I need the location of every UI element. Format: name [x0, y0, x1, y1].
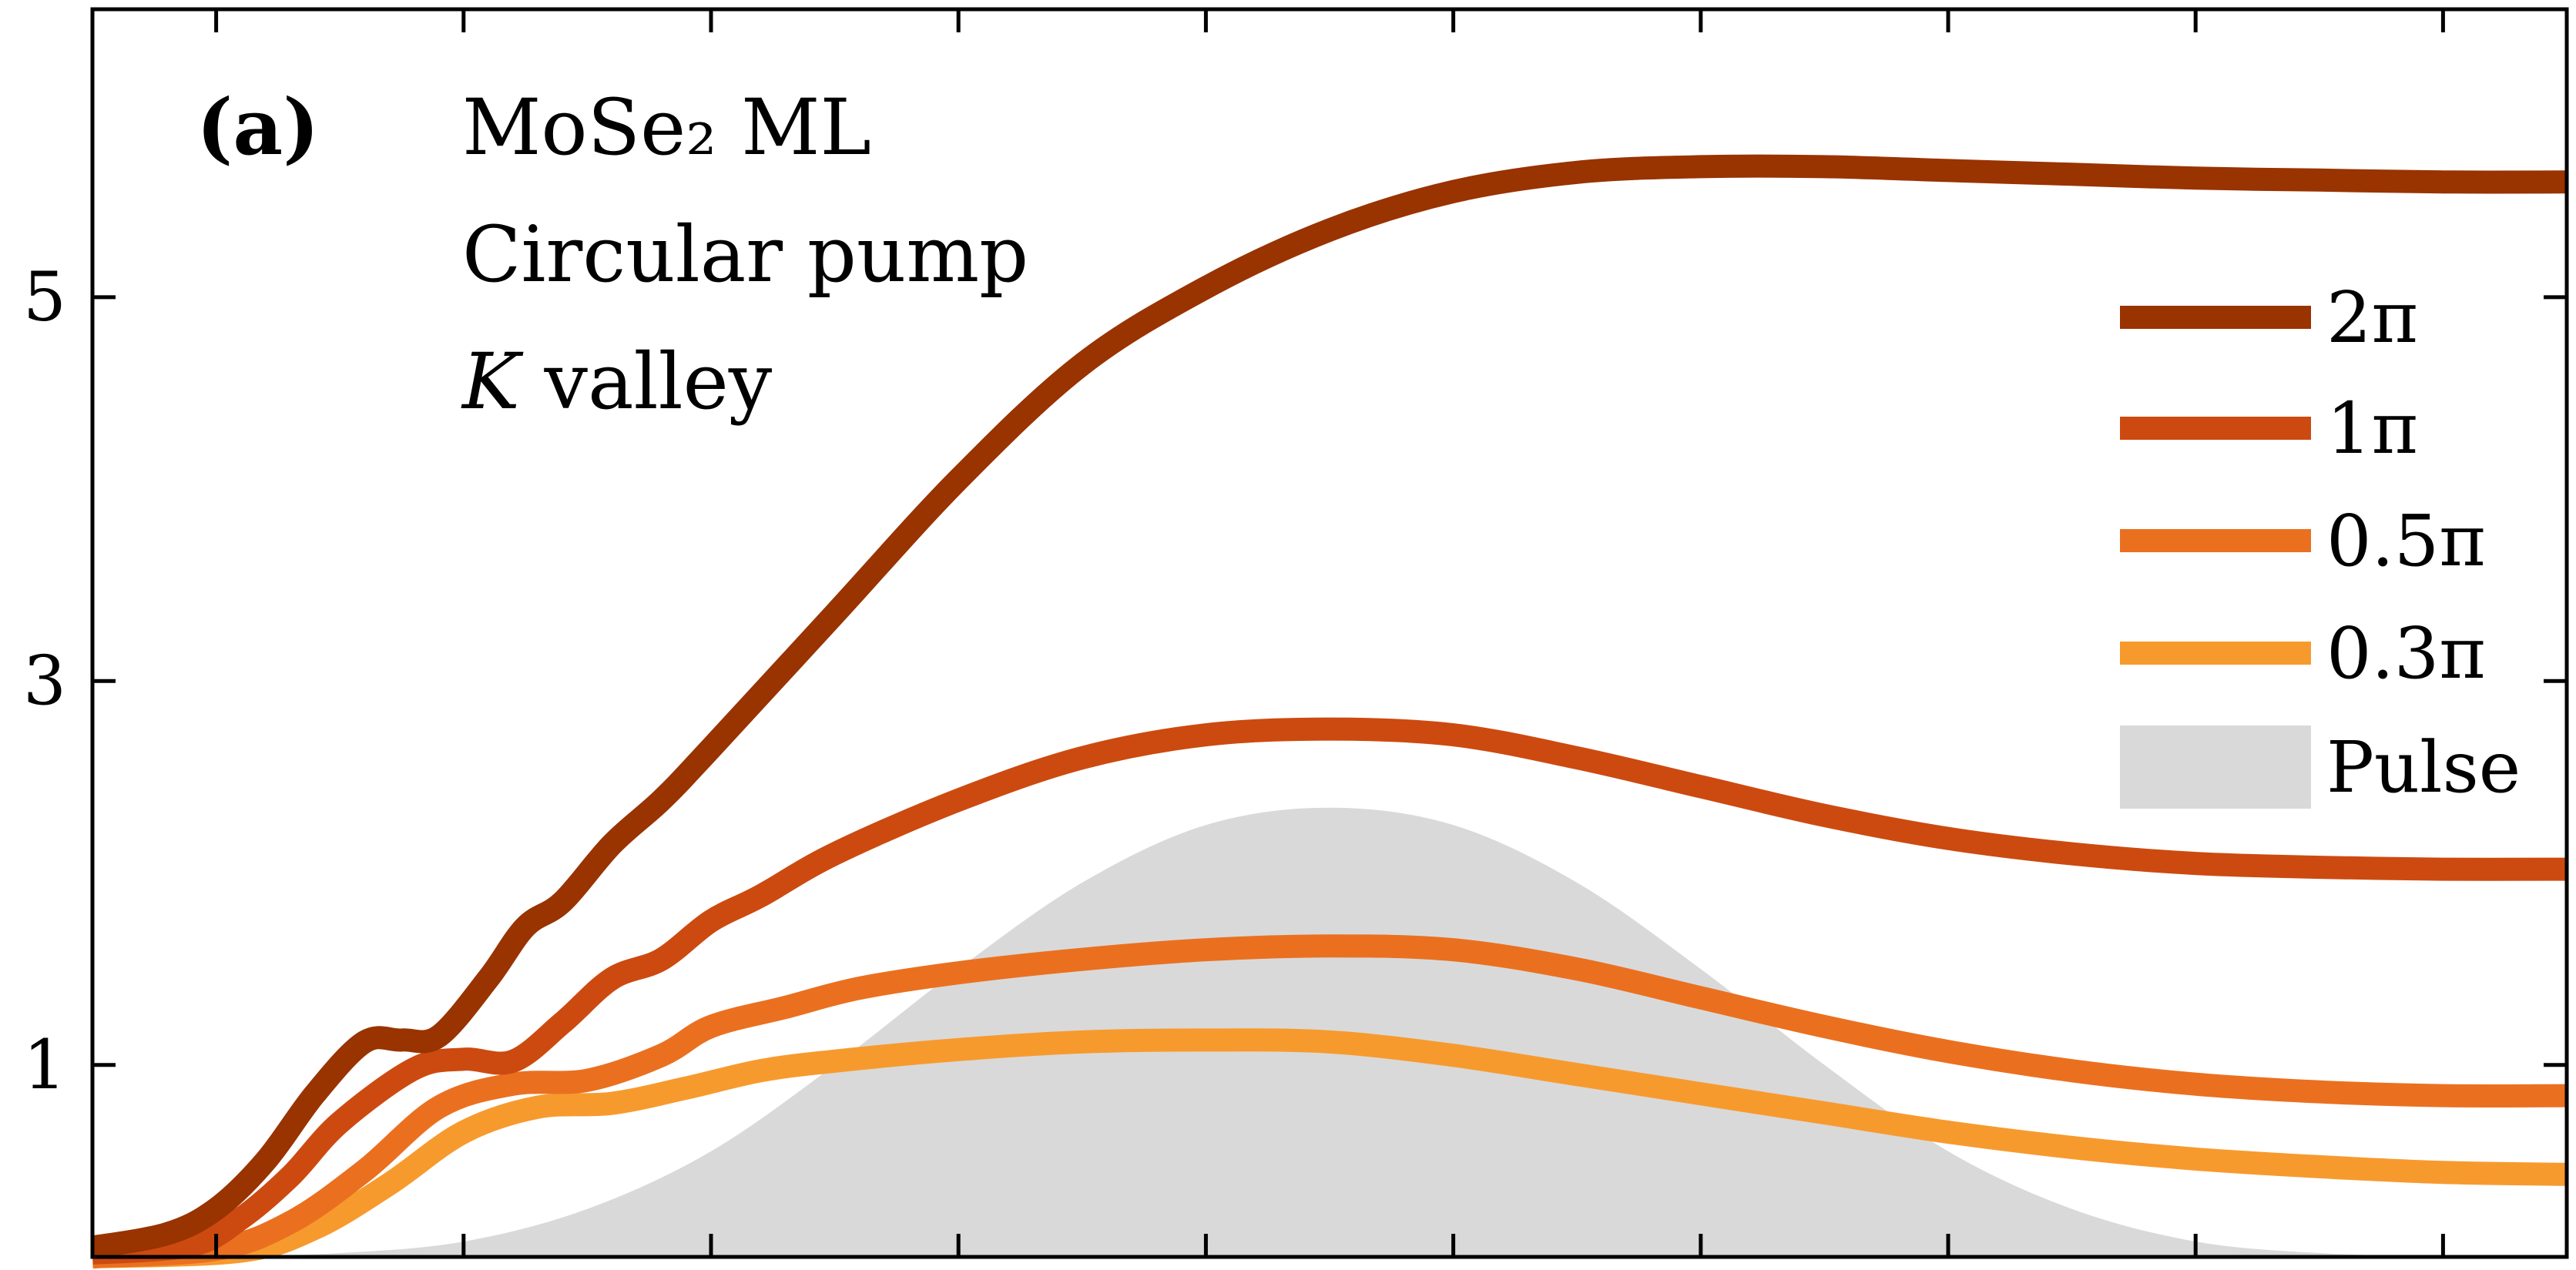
legend-swatch-pulse — [2120, 725, 2311, 809]
legend-label-1pi: 1π — [2326, 387, 2418, 470]
legend: 2π 1π 0.5π 0.3π Pulse — [2120, 276, 2521, 809]
panel-label: (a) — [196, 82, 319, 173]
series-0p3pi-line — [92, 1028, 2568, 1268]
annotation-valley-symbol: K — [461, 337, 524, 427]
legend-label-pulse: Pulse — [2326, 726, 2521, 809]
annotation-valley: K valley — [461, 337, 773, 427]
annotation-pump: Circular pump — [462, 209, 1028, 300]
annotation-material: MoSe₂ ML — [462, 82, 871, 173]
plot-frame — [90, 7, 2569, 1259]
series-lines-layer — [90, 154, 2568, 1268]
annotation-valley-text: valley — [520, 337, 773, 427]
series-1pi-line — [91, 717, 2568, 1265]
legend-label-0p3pi: 0.3π — [2326, 612, 2486, 695]
y-tick-label: 1 — [23, 1025, 66, 1104]
series-0p5pi-line — [92, 934, 2568, 1268]
series-2pi-line — [90, 154, 2568, 1259]
y-tick-label: 3 — [23, 641, 66, 720]
legend-label-0p5pi: 0.5π — [2326, 500, 2486, 582]
legend-label-2pi: 2π — [2326, 276, 2418, 359]
y-tick-label: 5 — [23, 257, 66, 337]
ticks-layer — [92, 9, 2567, 1257]
y-tick-labels: 1 3 5 — [23, 257, 66, 1104]
